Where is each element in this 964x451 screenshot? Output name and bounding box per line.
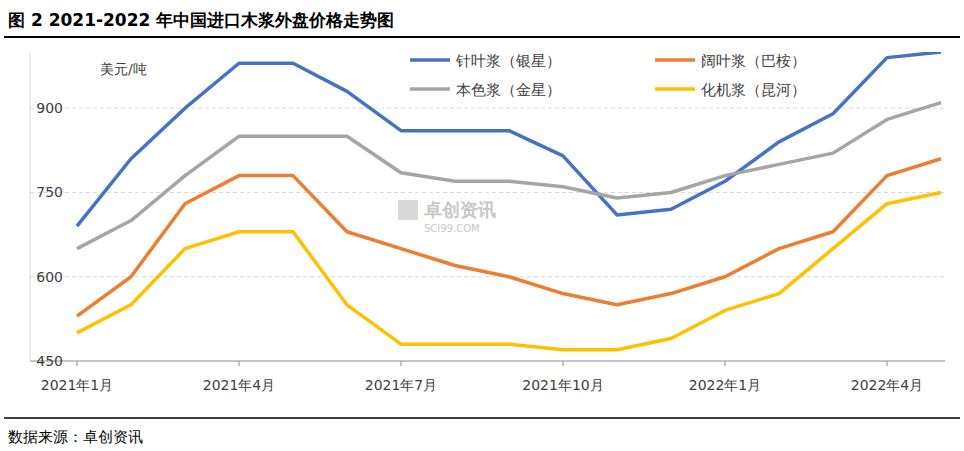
watermark: SCI99.COM	[424, 223, 480, 234]
legend-swatch	[655, 87, 695, 91]
x-tick-label: 2021年7月	[365, 377, 438, 393]
legend-swatch	[410, 58, 450, 62]
watermark-icon	[398, 200, 418, 220]
legend-swatch	[655, 58, 695, 62]
y-tick-label: 600	[36, 269, 63, 285]
series-line	[77, 192, 941, 349]
x-tick-label: 2021年4月	[203, 377, 276, 393]
x-tick	[77, 361, 78, 366]
x-tick	[239, 361, 240, 366]
legend-label: 针叶浆（银星）	[455, 52, 561, 70]
y-tick-label: 900	[36, 100, 63, 116]
chart: 图 2 2021-2022 年中国进口木浆外盘价格走势图卓创资讯 SCI99.CO…	[0, 0, 964, 451]
legend-swatch	[410, 87, 450, 91]
x-tick	[725, 361, 726, 366]
y-tick-label: 450	[36, 353, 63, 369]
plot-area	[77, 52, 941, 350]
x-tick-label: 2021年1月	[41, 377, 114, 393]
source-rule	[4, 417, 960, 419]
legend-label: 本色浆（金星）	[456, 81, 561, 99]
x-tick-label: 2022年1月	[689, 377, 762, 393]
title: 图 2 2021-2022 年中国进口木浆外盘价格走势图	[8, 10, 394, 30]
grid-line	[30, 108, 945, 109]
x-tick	[401, 361, 402, 366]
source: 数据来源：卓创资讯	[8, 428, 143, 446]
x-tick-label: 2022年4月	[851, 377, 924, 393]
x-tick	[887, 361, 888, 366]
legend-label: 化机浆（昆河）	[701, 81, 806, 99]
y-tick-label: 750	[36, 184, 63, 200]
y-axis-label: 美元/吨	[100, 61, 147, 77]
x-tick	[563, 361, 564, 366]
grid-line	[30, 276, 945, 277]
x-tick-label: 2021年10月	[522, 377, 603, 393]
x-axis	[30, 361, 945, 362]
y-axis	[30, 52, 31, 361]
series-line	[77, 103, 941, 249]
title-rule	[4, 36, 960, 38]
legend-label: 阔叶浆（巴桉）	[701, 52, 806, 70]
series-line	[77, 52, 941, 226]
watermark: 卓创资讯	[423, 199, 496, 220]
